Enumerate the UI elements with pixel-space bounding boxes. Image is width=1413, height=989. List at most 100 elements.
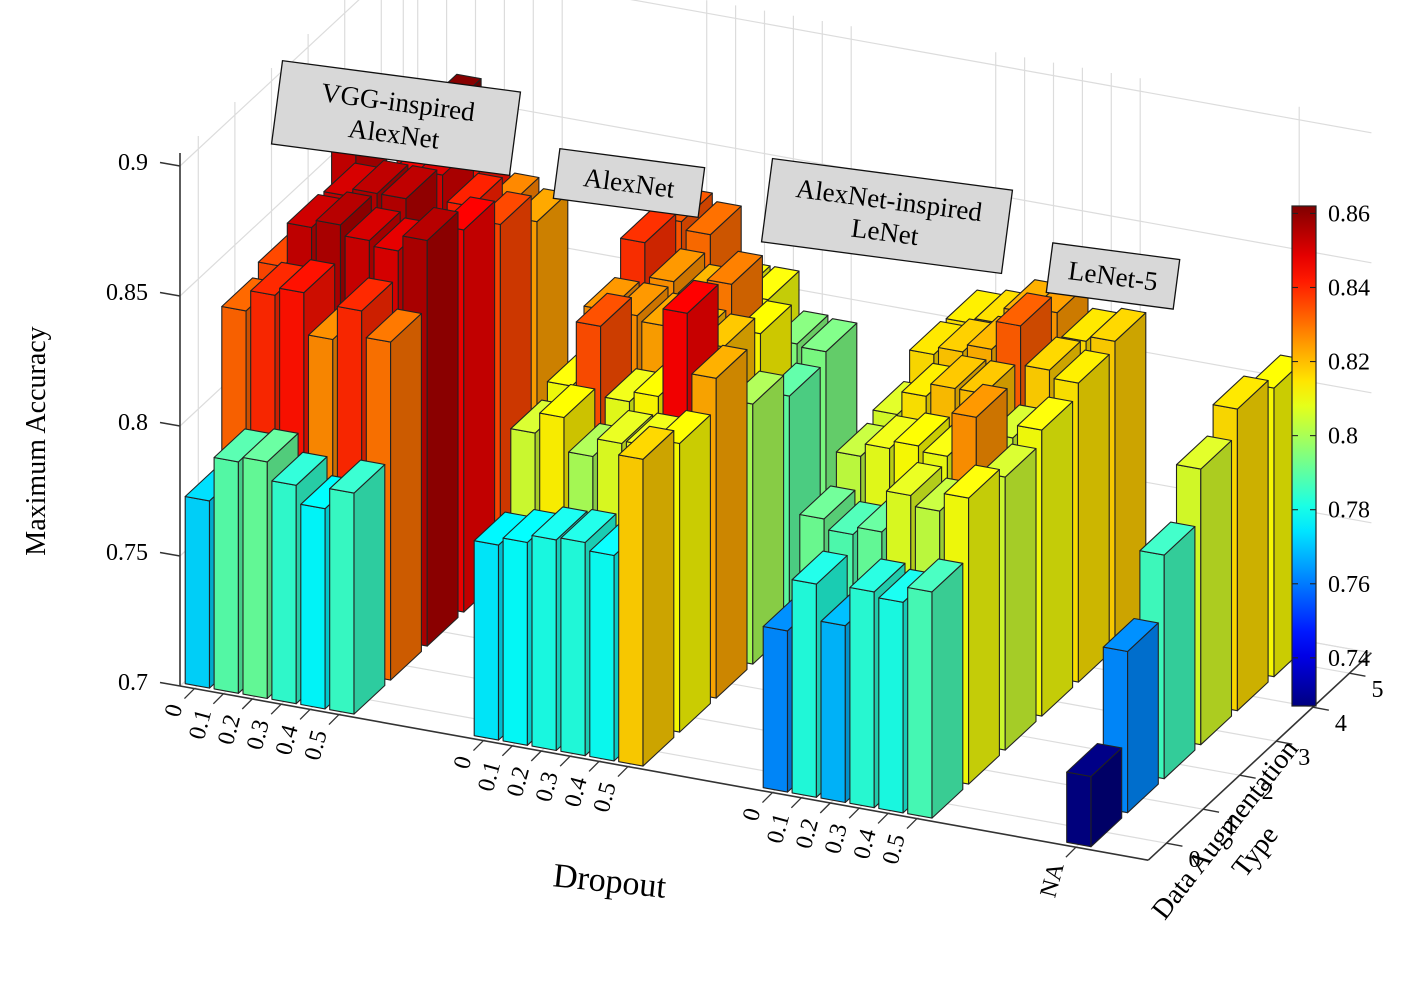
bar xyxy=(329,459,386,715)
bar-face-top xyxy=(648,248,706,283)
x-tick-label: 0.1 xyxy=(184,707,217,743)
colorbar-tick-label: 0.76 xyxy=(1328,572,1370,598)
bar-face-top xyxy=(596,409,654,445)
y-tick-label: 3 xyxy=(1298,745,1310,771)
bar-face-front xyxy=(878,597,904,814)
x-tick xyxy=(617,766,629,778)
bar-face-side xyxy=(1200,439,1233,746)
bar-face-top xyxy=(539,383,596,419)
bar-face-top xyxy=(930,354,987,390)
x-tick xyxy=(501,745,513,757)
y-tick-label: 4 xyxy=(1335,711,1347,737)
bar-face-top xyxy=(995,292,1052,327)
colorbar-tick-label: 0.74 xyxy=(1328,646,1370,672)
x-tick xyxy=(1065,846,1077,858)
x-tick xyxy=(588,760,600,772)
bar-face-side xyxy=(1077,353,1110,683)
x-tick-label: 0.4 xyxy=(560,774,593,810)
bar-face-top xyxy=(352,159,409,195)
bar-face-front xyxy=(589,550,615,762)
bar-face-side xyxy=(353,463,386,715)
bar-face-side xyxy=(426,211,459,647)
y-tick-label: 5 xyxy=(1371,677,1383,703)
x-tick-label: 0.2 xyxy=(213,712,246,748)
bar-face-top xyxy=(329,459,386,494)
z-tick xyxy=(159,161,181,167)
x-tick xyxy=(790,797,802,809)
bar-face-top xyxy=(242,428,299,463)
y-tick xyxy=(1239,774,1256,779)
colorbar-tick-label: 0.86 xyxy=(1328,201,1370,227)
bar-face-top xyxy=(344,206,401,242)
x-tick-label: 0 xyxy=(449,753,477,771)
bar-face-top xyxy=(662,279,719,314)
bar xyxy=(618,425,675,767)
bar-face-front xyxy=(1066,771,1092,848)
bar-face-top xyxy=(1053,349,1110,384)
x-tick-label: 0.5 xyxy=(589,779,622,815)
x-tick xyxy=(472,740,484,752)
bar-face-front xyxy=(820,620,846,804)
bar-face-front xyxy=(184,495,211,689)
group-label-box: AlexNet xyxy=(552,147,706,219)
y-tick xyxy=(1349,672,1366,677)
bars-layer xyxy=(184,73,1306,848)
y-tick xyxy=(1202,808,1220,813)
x-tick xyxy=(848,807,860,819)
bar-face-front xyxy=(271,480,297,705)
bar-face-top xyxy=(691,344,748,379)
x-tick-label: 0.3 xyxy=(531,769,564,805)
group-label-box: LeNet-5 xyxy=(1045,242,1181,310)
x-axis-line xyxy=(179,685,1149,861)
x-tick xyxy=(530,750,542,762)
y-tick-label: 2 xyxy=(1262,779,1274,805)
bar-face-front xyxy=(849,586,875,809)
bar-face-top xyxy=(1175,435,1233,470)
bar-face-side xyxy=(968,468,1000,785)
bar-face-front xyxy=(300,503,326,710)
bar-face-top xyxy=(885,461,943,497)
y-tick-label: 1 xyxy=(1225,813,1237,839)
colorbar: 0.74 0.76 0.78 0.8 0.82 0.84 0.86 xyxy=(1291,201,1370,707)
bar-face-front xyxy=(560,537,586,757)
z-tick xyxy=(159,291,181,297)
bar-face-side xyxy=(715,349,748,699)
bar-face-side xyxy=(679,414,711,733)
bar-face-top xyxy=(618,425,675,460)
bar-face-top xyxy=(1139,521,1196,556)
bar xyxy=(907,558,964,819)
colorbar-tick-label: 0.82 xyxy=(1328,350,1370,376)
bar-face-top xyxy=(801,318,858,353)
x-tick xyxy=(212,693,224,705)
bar-face-top xyxy=(907,558,964,593)
x-axis-title: Dropout xyxy=(551,857,668,906)
bar-face-front xyxy=(329,488,355,715)
bar-face-top xyxy=(1090,307,1147,342)
bar-face-front xyxy=(907,586,933,819)
bar-face-top xyxy=(531,506,588,541)
bar-face-top xyxy=(706,250,763,285)
bar xyxy=(1066,742,1123,848)
colorbar-tick-label: 0.78 xyxy=(1328,498,1370,524)
bar-face-top xyxy=(560,508,617,544)
bar-face-top xyxy=(575,292,632,327)
bar-face-top xyxy=(1102,617,1159,653)
x-tick xyxy=(299,708,311,720)
bar-face-side xyxy=(390,312,422,681)
x-tick xyxy=(328,714,340,726)
bar-face-top xyxy=(402,206,459,242)
bar-face-top xyxy=(893,412,950,447)
y-tick xyxy=(1166,842,1183,847)
z-tick-label: 0.75 xyxy=(106,540,148,566)
bar-face-front xyxy=(502,537,528,746)
y-tick-label: 0 xyxy=(1188,847,1200,873)
bar-face-front xyxy=(791,579,817,798)
bar-face-top xyxy=(791,550,848,585)
colorbar-tick-label: 0.8 xyxy=(1328,424,1358,450)
x-tick-label: 0.2 xyxy=(502,764,535,800)
y-tick xyxy=(1276,740,1293,745)
x-tick xyxy=(559,755,571,767)
z-tick-label: 0.8 xyxy=(118,410,148,436)
